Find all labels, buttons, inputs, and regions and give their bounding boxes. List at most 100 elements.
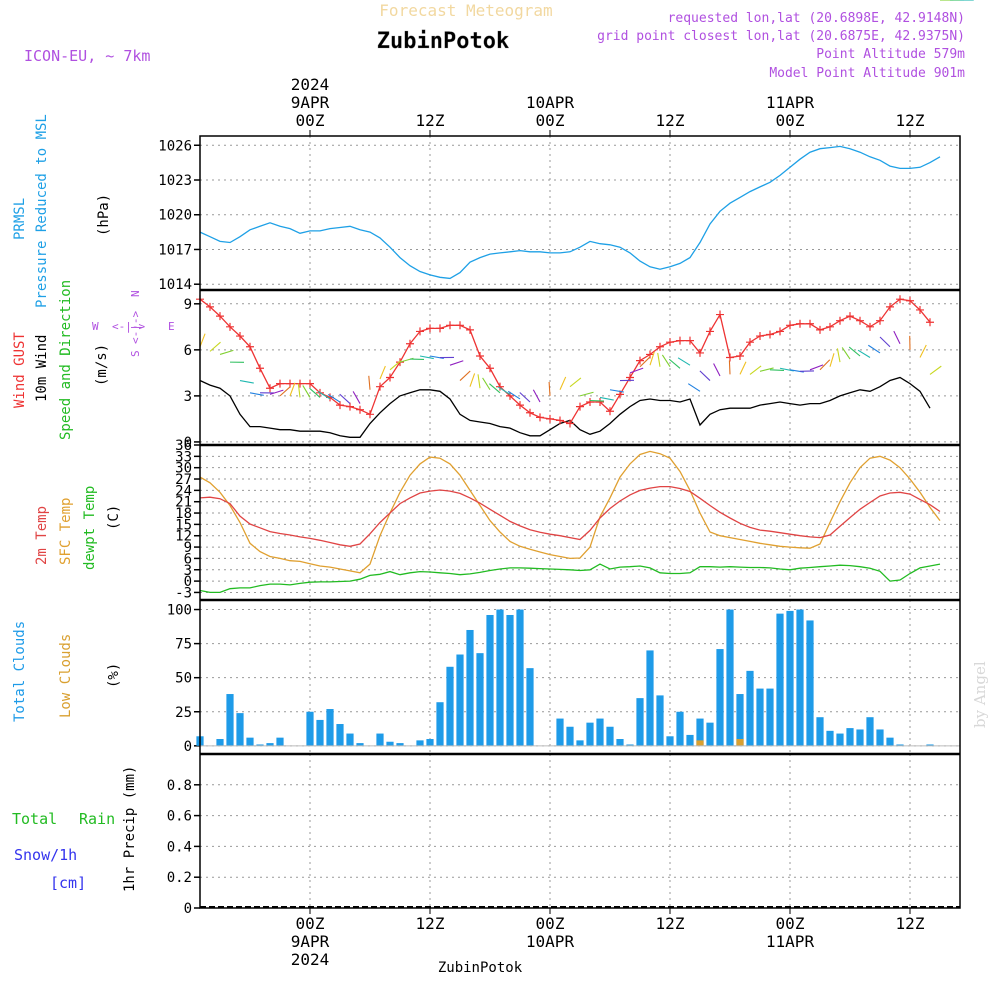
ms-unit-label: (m/s) [94, 344, 110, 386]
gust-marker [216, 312, 224, 321]
gust-marker [796, 319, 804, 328]
y-tick-label: 3 [184, 563, 192, 579]
total-cloud-bar [646, 650, 654, 746]
wind-direction-arrow [809, 364, 824, 371]
wind-direction-arrow [419, 355, 434, 360]
gust-marker [356, 405, 364, 414]
gust-marker [456, 321, 464, 330]
gust-marker [786, 321, 794, 330]
temp-2m-line [199, 485, 941, 547]
top-time-label: 10APR [526, 93, 575, 112]
gust-marker [696, 348, 704, 357]
gust-marker [896, 295, 904, 304]
total-cloud-bar [386, 741, 394, 746]
total-cloud-bar [496, 609, 504, 746]
gust-marker [236, 332, 244, 341]
gust-marker [536, 413, 544, 422]
wind-direction-arrow [919, 344, 927, 358]
total-cloud-bar [736, 694, 744, 746]
y-tick-label: 33 [175, 449, 192, 465]
y-tick-label: 0 [184, 435, 192, 451]
total-cloud-bar [376, 733, 384, 746]
speed-direction-label: Speed and Direction [58, 280, 74, 440]
bottom-time-label: 12Z [896, 914, 925, 933]
total-cloud-bar [726, 609, 734, 746]
credit-watermark: by Angel [971, 661, 989, 728]
total-cloud-bar [466, 629, 474, 746]
wind-direction-arrow [489, 383, 501, 394]
gust-marker [336, 401, 344, 410]
wind-direction-arrow [239, 380, 254, 384]
wind-panel-labels: Wind GUST 10m Wind Speed and Direction (… [12, 280, 175, 440]
wind-direction-arrow [569, 377, 582, 388]
clouds-panel-labels: Total Clouds Low Clouds (%) [12, 621, 122, 722]
gust-marker [766, 330, 774, 339]
total-cloud-bar [786, 610, 794, 746]
wind-direction-arrow [639, 356, 651, 368]
gust-marker [846, 312, 854, 321]
total-cloud-bar [686, 734, 694, 746]
total-cloud-bar [796, 609, 804, 746]
total-cloud-bar [396, 743, 404, 746]
y-tick-label: 1026 [158, 138, 192, 154]
total-cloud-bar [586, 722, 594, 746]
gust-marker [586, 398, 594, 407]
bottom-time-label: 12Z [416, 914, 445, 933]
wind-direction-arrow [819, 359, 831, 371]
y-tick-label: 0 [184, 574, 192, 590]
wind-direction-arrow [482, 377, 491, 391]
total-cloud-bar [706, 722, 714, 746]
total-cloud-bar [836, 733, 844, 746]
gust-marker [496, 382, 504, 391]
y-tick-label: 0 [184, 901, 192, 917]
total-cloud-bar [656, 695, 664, 746]
closest-coordinates: grid point closest lon,lat (20.6875E, 42… [597, 29, 965, 44]
gust-marker [916, 305, 924, 314]
gust-marker [556, 416, 564, 425]
gust-marker [606, 407, 614, 416]
total-cloud-bar [306, 711, 314, 746]
gust-marker [436, 324, 444, 333]
gust-marker [546, 414, 554, 423]
total-cloud-bar [256, 744, 264, 746]
gust-marker [486, 364, 494, 373]
total-cloud-bar [626, 744, 634, 746]
bottom-time-label: 00Z [776, 914, 805, 933]
wind-direction-arrow [532, 389, 541, 403]
panel-1: 0 3 6 9 [184, 0, 974, 451]
y-tick-label: 6 [184, 551, 192, 567]
total-cloud-bar [486, 614, 494, 746]
gust-marker [636, 356, 644, 365]
outer-frame [199, 135, 961, 909]
wind-direction-arrow [339, 393, 351, 404]
gust-marker [466, 325, 474, 334]
gust-marker [256, 364, 264, 373]
y-tick-label: 0.4 [167, 839, 192, 855]
total-cloud-bar [896, 744, 904, 746]
bottom-time-label: 11APR [766, 932, 815, 951]
wind-direction-arrow [309, 387, 321, 398]
gust-marker [526, 408, 534, 417]
y-tick-label: 21 [175, 495, 192, 511]
y-tick-label: 0.8 [167, 778, 192, 794]
bottom-time-label: 12Z [656, 914, 685, 933]
y-tick-label: 27 [175, 472, 192, 488]
wind-direction-arrow [589, 399, 605, 402]
total-cloud-bar [676, 711, 684, 746]
compass-west: W [92, 320, 99, 333]
wind-direction-arrow [327, 394, 341, 403]
total-cloud-bar [446, 666, 454, 746]
bottom-time-label: 00Z [296, 914, 325, 933]
precip-snow-legend: Snow/1h [14, 846, 77, 864]
gust-marker [706, 327, 714, 336]
gust-marker [666, 338, 674, 347]
total-cloud-bar [856, 729, 864, 746]
wind-direction-arrow [507, 390, 521, 400]
gust-marker [226, 322, 234, 331]
location-title: ZubinPotok [377, 29, 509, 54]
compass-arrows: <-|-> [112, 320, 145, 333]
total-cloud-bar [426, 739, 434, 746]
wind-direction-arrow [279, 386, 291, 397]
wind-direction-arrow [829, 353, 835, 367]
